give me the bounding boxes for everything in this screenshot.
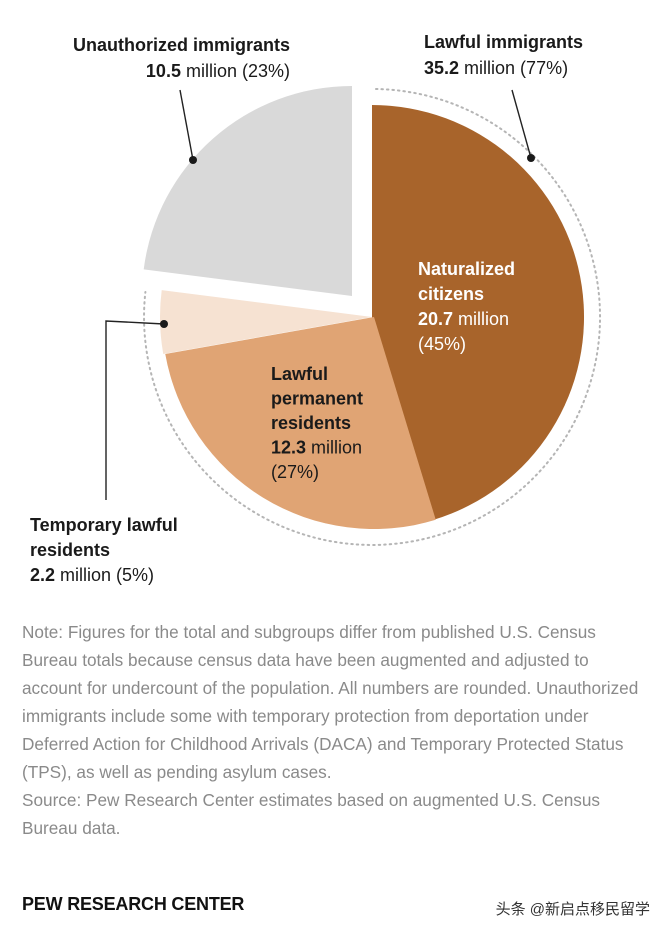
- permanent-value: 12.3 million: [271, 438, 362, 458]
- slice-permanent: [165, 317, 436, 530]
- permanent-label-line-1: permanent: [271, 389, 363, 409]
- slice-temporary: [159, 290, 372, 354]
- permanent-label-line-2: residents: [271, 413, 351, 433]
- temporary-label-line-1: residents: [30, 540, 110, 560]
- brand-logo-text: PEW RESEARCH CENTER: [22, 894, 245, 914]
- permanent-label-line-0: Lawful: [271, 364, 328, 384]
- naturalized-percent: (45%): [418, 334, 466, 354]
- slice-unauthorized: [143, 86, 352, 296]
- naturalized-value: 20.7 million: [418, 309, 509, 329]
- watermark: 头条 @新启点移民留学: [495, 901, 650, 918]
- temporary-value: 2.2 million (5%): [30, 565, 154, 585]
- unauthorized-value: 10.5 million (23%): [146, 61, 290, 81]
- naturalized-label-line-0: Naturalized: [418, 259, 515, 279]
- temporary-label-line-0: Temporary lawful: [30, 515, 178, 535]
- permanent-percent: (27%): [271, 462, 319, 482]
- pie-slices: [143, 86, 585, 530]
- temporary-leader-line: [105, 320, 165, 500]
- lawful-leader-dot: [527, 154, 535, 162]
- lawful-group-dotted-ring: [143, 88, 601, 546]
- lawful-label-line-0: Lawful immigrants: [424, 32, 583, 52]
- note-text: Note: Figures for the total and subgroup…: [22, 622, 639, 782]
- naturalized-label-line-1: citizens: [418, 284, 484, 304]
- temporary-leader-dot: [160, 320, 168, 328]
- lawful-value: 35.2 million (77%): [424, 58, 568, 78]
- unauthorized-label-line-0: Unauthorized immigrants: [73, 35, 290, 55]
- lawful-leader-line: [511, 89, 532, 159]
- slice-naturalized: [372, 105, 585, 520]
- leader-lines: [105, 89, 535, 500]
- chart-note: Note: Figures for the total and subgroup…: [22, 618, 647, 842]
- pie-labels: Unauthorized immigrants 10.5 million (23%…: [30, 32, 583, 585]
- pie-chart: Unauthorized immigrants 10.5 million (23%…: [30, 32, 601, 585]
- source-text: Source: Pew Research Center estimates ba…: [22, 790, 600, 838]
- unauthorized-leader-line: [179, 89, 194, 161]
- unauthorized-leader-dot: [189, 156, 197, 164]
